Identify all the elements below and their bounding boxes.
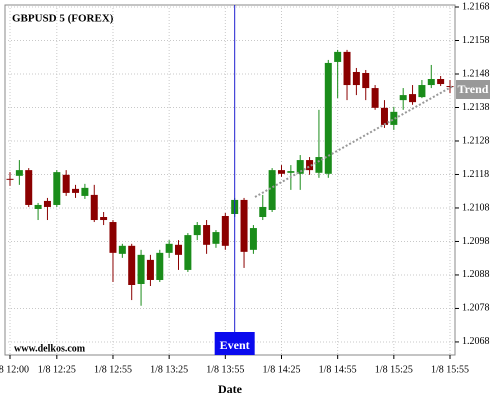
candle-body <box>81 187 89 196</box>
candle-body <box>418 85 426 98</box>
candle-body <box>146 259 154 280</box>
trend-label: Trend <box>458 82 489 96</box>
candle-body <box>343 51 351 86</box>
candle-body <box>156 252 164 280</box>
candle-body <box>287 171 295 173</box>
candle-body <box>399 95 407 101</box>
candle-body <box>165 243 173 253</box>
trend-line <box>254 85 454 198</box>
candle-body <box>6 178 14 180</box>
candle-body <box>371 88 379 108</box>
candle-body <box>409 94 417 103</box>
plot-area <box>4 4 456 356</box>
candle-body <box>53 172 61 205</box>
candle-body <box>137 254 145 284</box>
x-tick-label: 1/8 12:00 <box>0 364 29 375</box>
x-tick-label: 1/8 14:25 <box>262 364 300 375</box>
candle-body <box>184 235 192 270</box>
y-tick-label: 1.2158 <box>462 35 490 46</box>
candle-body <box>296 160 304 174</box>
candle-body <box>249 228 257 250</box>
x-tick-label: 1/8 12:55 <box>94 364 132 375</box>
x-tick-label: 1/8 13:55 <box>206 364 244 375</box>
candle-body <box>334 51 342 62</box>
x-tick-label: 1/8 15:25 <box>375 364 413 375</box>
y-tick-label: 1.2078 <box>462 303 490 314</box>
candle-body <box>268 170 276 210</box>
x-tick-label: 1/8 12:25 <box>38 364 76 375</box>
candle-body <box>437 79 445 85</box>
candle-body <box>90 194 98 221</box>
y-tick-label: 1.2098 <box>462 236 490 247</box>
candle-body <box>306 160 314 171</box>
candle-body <box>221 216 229 246</box>
y-tick-label: 1.2128 <box>462 135 490 146</box>
y-tick-label: 1.2088 <box>462 269 490 280</box>
event-label: Event <box>220 338 250 352</box>
candle-body <box>62 174 70 193</box>
candle-body <box>128 245 136 285</box>
y-tick-label: 1.2108 <box>462 202 490 213</box>
candle-body <box>34 204 42 209</box>
y-tick-label: 1.2068 <box>462 336 490 347</box>
candle-body <box>15 170 23 176</box>
candle-body <box>352 71 360 86</box>
candle-body <box>203 225 211 245</box>
y-tick-label: 1.2148 <box>462 68 490 79</box>
x-tick-label: 1/8 15:55 <box>431 364 469 375</box>
y-tick-label: 1.2168 <box>462 1 490 12</box>
candle-body <box>315 157 323 173</box>
candle-body <box>277 170 285 174</box>
candle-body <box>25 170 33 205</box>
candle-body <box>212 232 220 244</box>
watermark: www.delkos.com <box>14 343 86 354</box>
y-tick-label: 1.2118 <box>462 169 489 180</box>
chart-title: GBPUSD 5 (FOREX) <box>12 13 114 25</box>
candle-body <box>390 111 398 125</box>
candle-body <box>324 62 332 174</box>
trend-box <box>456 80 490 99</box>
candle-body <box>100 217 108 221</box>
candle-body <box>362 72 370 89</box>
x-tick-label: 1/8 13:25 <box>150 364 188 375</box>
candle-body <box>240 199 248 252</box>
candle-body <box>72 188 80 193</box>
y-tick-label: 1.2138 <box>462 102 490 113</box>
event-box <box>214 332 255 355</box>
x-tick-label: 1/8 14:55 <box>319 364 357 375</box>
candle-body <box>118 245 126 254</box>
candle-body <box>380 107 388 125</box>
candle-body <box>427 79 435 86</box>
candle-body <box>259 206 267 218</box>
candle-body <box>193 225 201 236</box>
x-axis-label: Date <box>218 382 243 396</box>
candle-body <box>175 244 183 255</box>
candle-body <box>109 222 117 253</box>
candle-body <box>43 200 51 207</box>
